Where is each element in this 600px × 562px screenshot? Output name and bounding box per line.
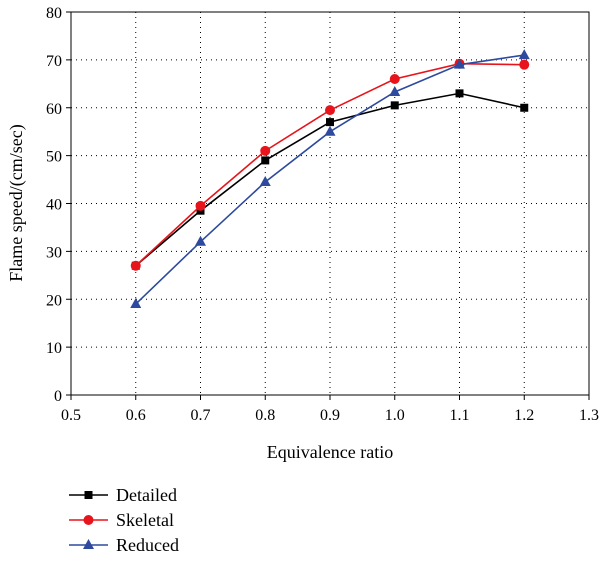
data-point-reduced: [518, 49, 530, 60]
x-tick-label: 1.2: [514, 407, 534, 424]
y-tick-label: 20: [46, 292, 62, 309]
data-point-skeletal: [519, 59, 530, 70]
x-tick-label: 0.6: [126, 407, 146, 424]
x-tick-label: 1.1: [450, 407, 470, 424]
legend: Detailed Skeletal Reduced: [69, 485, 179, 555]
legend-label-detailed: Detailed: [116, 485, 177, 505]
data-point-skeletal: [389, 74, 400, 85]
data-point-reduced: [195, 235, 206, 246]
x-tick-label: 0.8: [255, 407, 275, 424]
x-tick-label: 0.5: [61, 407, 81, 424]
legend-item-detailed: Detailed: [69, 485, 177, 505]
x-tick-label: 1.3: [579, 407, 599, 424]
data-point-reduced: [130, 298, 142, 309]
data-point-reduced: [454, 58, 465, 69]
data-point-skeletal: [130, 260, 141, 271]
x-axis-title: Equivalence ratio: [267, 442, 393, 462]
data-point-reduced: [259, 175, 271, 186]
legend-marker-skeletal: [83, 515, 94, 525]
legend-marker-detailed: [84, 491, 93, 499]
y-axis-title: Flame speed/(cm/sec): [6, 124, 27, 281]
series-skeletal: [130, 58, 530, 271]
y-tick-label: 70: [46, 53, 62, 70]
series-reduced: [130, 49, 530, 309]
grid-lines: [71, 12, 589, 395]
y-tick-label: 50: [46, 149, 62, 166]
x-tick-label: 0.9: [320, 407, 340, 424]
data-point-skeletal: [260, 145, 271, 156]
legend-item-reduced: Reduced: [69, 535, 179, 555]
data-point-skeletal: [195, 200, 206, 211]
y-tick-label: 60: [46, 101, 62, 118]
data-point-detailed: [390, 101, 399, 110]
data-point-reduced: [324, 125, 336, 136]
legend-label-reduced: Reduced: [116, 535, 179, 555]
data-series: [130, 49, 530, 309]
legend-marker-reduced: [83, 539, 94, 549]
legend-label-skeletal: Skeletal: [116, 510, 174, 530]
y-tick-label: 10: [46, 340, 62, 357]
data-point-reduced: [389, 85, 401, 96]
data-point-detailed: [326, 118, 334, 127]
legend-item-skeletal: Skeletal: [69, 510, 174, 530]
data-point-detailed: [455, 89, 464, 98]
data-point-detailed: [261, 156, 270, 165]
y-tick-label: 30: [46, 244, 62, 261]
x-tick-label: 0.7: [191, 407, 211, 424]
data-point-skeletal: [325, 105, 335, 116]
data-point-detailed: [520, 103, 529, 112]
y-tick-label: 40: [46, 197, 62, 214]
y-tick-label: 80: [46, 5, 62, 22]
x-tick-label: 1.0: [385, 407, 405, 424]
axis-ticks: 0 10 20 30 40 50 60 70 80 0.5 0.6 0.7 0.8 0.9 1.0 1.1 1.…: [46, 5, 599, 424]
y-tick-label: 0: [54, 388, 62, 405]
